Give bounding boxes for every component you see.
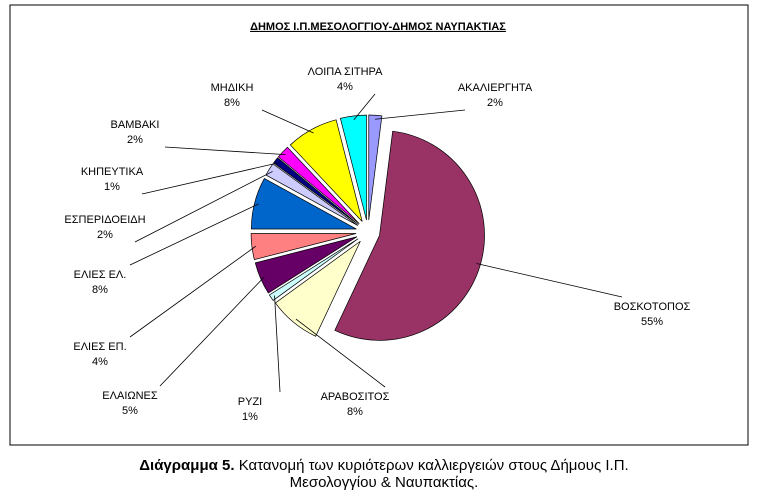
slice-value-label: 2% — [127, 134, 143, 146]
slice-value-label: 5% — [122, 405, 138, 417]
leader-line — [129, 245, 257, 338]
leader-line — [134, 171, 273, 243]
leader-line — [295, 318, 386, 388]
slice-value-label: 4% — [92, 356, 108, 368]
leader-line — [476, 263, 623, 298]
slice-label: ΕΛΙΕΣ ΕΠ. — [73, 341, 126, 353]
slice-label: ΕΛΙΕΣ ΕΛ. — [74, 269, 127, 281]
caption-line: Διάγραμμα 5. Κατανομή των κυριότερων καλ… — [139, 457, 628, 474]
slice-label: ΚΗΠΕΥΤΙΚΑ — [81, 166, 144, 178]
slice-label: ΑΚΑΛΙΕΡΓΗΤΑ — [458, 82, 533, 94]
slice-label: ΑΡΑΒΟΣΙΤΟΣ — [321, 391, 390, 403]
slice-label: ΕΛΑΙΩΝΕΣ — [102, 390, 158, 402]
slice-label: ΒΑΜΒΑΚΙ — [111, 119, 160, 131]
pie-slice — [339, 114, 367, 221]
pie-slice — [254, 236, 358, 294]
caption-label: Διάγραμμα 5. — [139, 457, 234, 474]
leader-line — [375, 109, 466, 120]
slice-label: ΒΟΣΚΟΤΟΠΟΣ — [614, 301, 691, 313]
chart-title: ΔΗΜΟΣ Ι.Π.ΜΕΣΟΛΟΓΓΙΟΥ-ΔΗΜΟΣ ΝΑΥΠΑΚΤΙΑΣ — [250, 21, 506, 33]
slice-value-label: 1% — [242, 411, 258, 423]
pie-slice — [289, 119, 363, 222]
caption-line-2: Μεσολογγίου & Ναυπακτίας. — [290, 474, 479, 491]
slice-value-label: 4% — [337, 81, 353, 93]
leader-line — [164, 146, 286, 156]
slice-value-label: 55% — [641, 316, 663, 328]
slice-value-label: 2% — [487, 97, 503, 109]
pie-slice — [277, 146, 360, 225]
slice-value-label: 1% — [104, 181, 120, 193]
pie-slice — [273, 157, 359, 225]
slice-value-label: 8% — [92, 284, 108, 296]
leader-line — [353, 93, 376, 121]
pie-slice — [251, 177, 357, 230]
slice-value-label: 8% — [224, 97, 240, 109]
leader-line — [159, 276, 265, 387]
leader-line — [129, 203, 259, 266]
slice-label: ΡΥΖΙ — [238, 396, 262, 408]
pie-slice — [250, 233, 357, 261]
pie-slice — [274, 240, 361, 337]
caption-text: Κατανομή των κυριότερων καλλιεργειών στο… — [239, 457, 629, 474]
leader-line — [261, 109, 314, 134]
slice-value-label: 2% — [97, 229, 113, 241]
slice-label: ΛΟΙΠΑ ΣΙΤΗΡΑ — [308, 66, 383, 78]
pie-slice — [368, 114, 383, 221]
slice-value-label: 8% — [347, 406, 363, 418]
leader-line — [141, 162, 279, 195]
slice-label: ΜΗΔΙΚΗ — [211, 82, 254, 94]
pie-slice — [268, 238, 359, 301]
leader-line — [274, 295, 281, 393]
chart-frame — [9, 4, 749, 446]
slice-label: ΕΣΠΕΡΙΔΟΕΙΔΗ — [64, 214, 145, 226]
